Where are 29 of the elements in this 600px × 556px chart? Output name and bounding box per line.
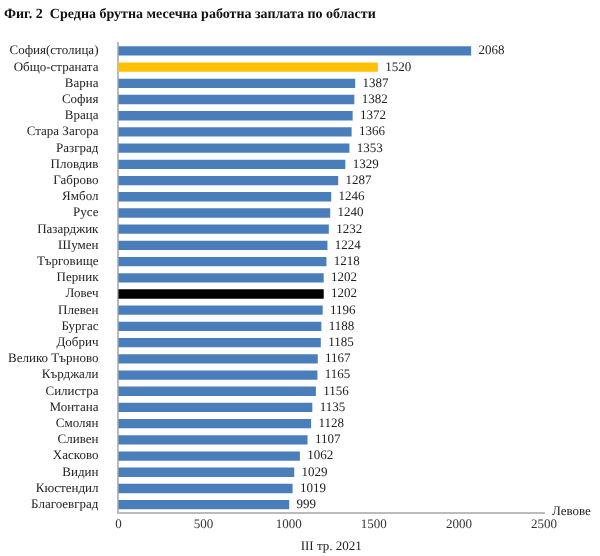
bar	[118, 467, 295, 477]
bar	[118, 111, 353, 121]
bar	[118, 94, 355, 105]
bar	[118, 143, 350, 153]
bar	[118, 208, 331, 218]
bar	[118, 337, 321, 348]
bar	[118, 256, 327, 267]
bar	[118, 175, 339, 186]
bar	[118, 354, 318, 364]
bar	[118, 127, 352, 137]
bar	[118, 159, 346, 170]
bar	[118, 289, 324, 299]
bar	[118, 78, 356, 88]
bar	[118, 500, 290, 510]
bar	[118, 419, 312, 429]
bar	[118, 224, 329, 234]
bar	[118, 451, 300, 461]
bar	[118, 386, 316, 396]
bar	[118, 370, 318, 380]
bar	[118, 435, 308, 445]
bar	[118, 46, 472, 56]
bar	[118, 305, 323, 315]
bar	[118, 240, 328, 251]
bar	[118, 321, 322, 332]
bar	[118, 273, 324, 283]
bar	[118, 192, 332, 202]
bar	[118, 62, 378, 72]
bar	[118, 483, 293, 494]
bar	[118, 402, 313, 413]
